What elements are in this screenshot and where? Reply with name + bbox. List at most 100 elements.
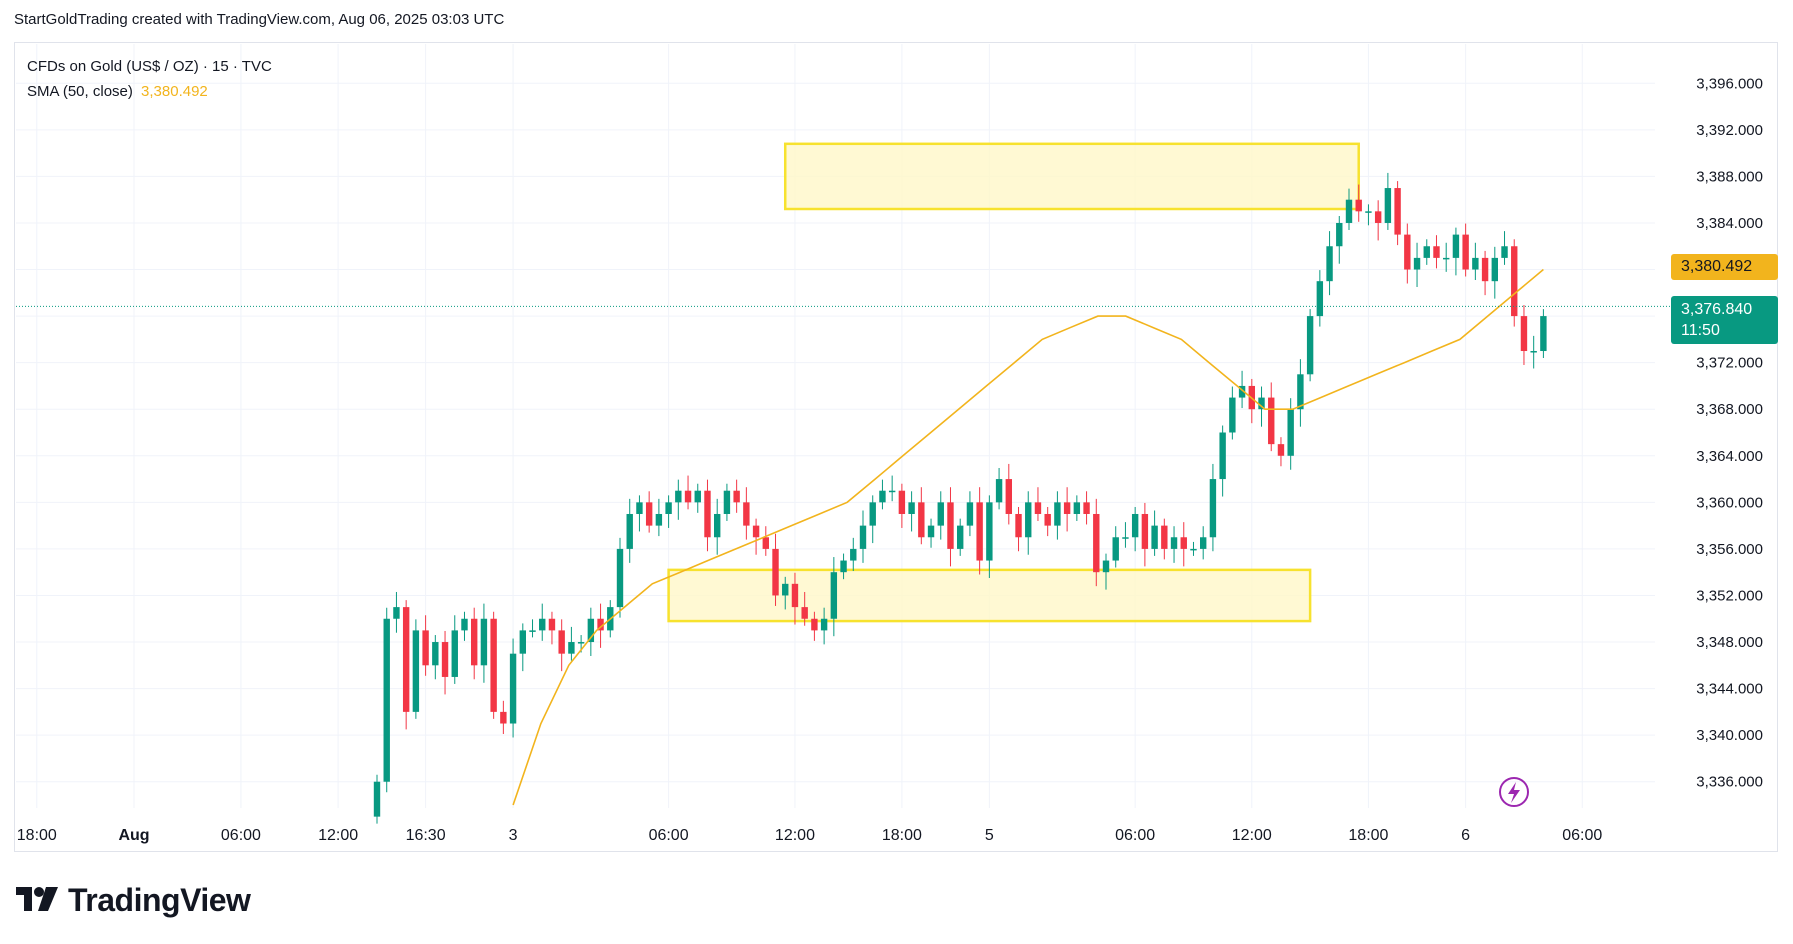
- candlestick-series: [373, 172, 1547, 824]
- candle-body: [1093, 513, 1100, 573]
- candle-body: [743, 502, 750, 526]
- candle-body: [1345, 199, 1353, 223]
- candle: [830, 557, 838, 637]
- candle: [480, 603, 488, 683]
- time-tick-label: 18:00: [1348, 827, 1388, 844]
- candle: [1131, 507, 1139, 552]
- candle-body: [1190, 548, 1197, 551]
- legend-sma-label: SMA (50, close): [27, 83, 133, 100]
- candle-body: [1443, 257, 1450, 260]
- candle-body: [908, 502, 915, 514]
- candle-body: [422, 630, 429, 666]
- legend-sma-row[interactable]: SMA (50, close) 3,380.492: [27, 79, 272, 104]
- chart-attribution: StartGoldTrading created with TradingVie…: [14, 11, 505, 28]
- candle-body: [762, 537, 769, 549]
- candle-body: [1005, 479, 1012, 514]
- candle: [1083, 491, 1090, 525]
- chart-legend: CFDs on Gold (US$ / OZ) · 15 · TVC SMA (…: [27, 54, 272, 104]
- candle: [1219, 425, 1226, 497]
- time-tick-label: 18:00: [882, 827, 922, 844]
- candle-body: [1287, 409, 1294, 456]
- price-tick-label: 3,364.000: [1696, 448, 1763, 465]
- candle: [947, 487, 954, 567]
- logo-text: TradingView: [68, 882, 251, 918]
- candle-body: [869, 502, 876, 526]
- candle: [1472, 242, 1479, 281]
- candle-body: [1433, 246, 1440, 258]
- candle-body: [587, 618, 595, 643]
- candle: [723, 483, 731, 521]
- candle: [1404, 223, 1411, 284]
- price-tick-label: 3,372.000: [1696, 355, 1763, 372]
- candle: [1180, 522, 1187, 567]
- chart-frame[interactable]: [14, 42, 1778, 852]
- candle: [918, 487, 925, 545]
- candle-body: [1122, 537, 1129, 539]
- candle: [966, 491, 974, 537]
- price-tick-label: 3,360.000: [1696, 494, 1763, 511]
- candle-body: [432, 642, 439, 666]
- candle-body: [539, 618, 546, 631]
- candle-body: [1336, 222, 1343, 247]
- candle-body: [859, 525, 867, 549]
- legend-sma-value: 3,380.492: [141, 83, 208, 100]
- candle: [1151, 510, 1158, 556]
- candle-body: [1404, 234, 1411, 270]
- candle-body: [1491, 257, 1498, 282]
- candle-body: [1200, 537, 1207, 549]
- candle-body: [1161, 525, 1168, 549]
- candle: [1287, 398, 1294, 470]
- candle: [1481, 250, 1489, 296]
- candle-body: [723, 490, 731, 514]
- candle-body: [402, 607, 410, 712]
- last-price-value: 3,376.840: [1681, 301, 1753, 318]
- candle-body: [1316, 281, 1324, 317]
- lightning-icon[interactable]: [1499, 777, 1529, 807]
- candle-body: [966, 502, 974, 526]
- candle: [1355, 184, 1362, 222]
- time-tick-label: 12:00: [775, 827, 815, 844]
- candle: [451, 615, 458, 684]
- candle: [1277, 437, 1285, 467]
- candle-body: [393, 607, 400, 619]
- candle-body: [801, 607, 808, 619]
- time-tick-label: 06:00: [649, 827, 689, 844]
- time-tick-label: 5: [985, 827, 994, 844]
- price-tick-label: 3,356.000: [1696, 541, 1763, 558]
- candle: [733, 479, 740, 513]
- candle-body: [509, 653, 517, 724]
- time-axis: 18:00 Aug 06:00 12:00 16:30 3 06:00 12:00 18:00 5…: [17, 827, 1603, 844]
- candle-body: [830, 572, 838, 619]
- candle: [743, 487, 750, 540]
- candle: [772, 533, 779, 606]
- candle: [1374, 200, 1382, 241]
- price-tick-label: 3,388.000: [1696, 168, 1763, 185]
- candle: [995, 468, 1003, 510]
- candle: [820, 607, 828, 645]
- candle: [665, 495, 672, 528]
- candle-body: [918, 502, 925, 538]
- candle-body: [675, 490, 682, 503]
- price-tick-label: 3,352.000: [1696, 587, 1763, 604]
- time-tick-label: 06:00: [1562, 827, 1602, 844]
- candle-body: [1112, 537, 1119, 561]
- candle: [859, 510, 867, 563]
- candle-body: [704, 490, 711, 538]
- price-tick-label: 3,340.000: [1696, 727, 1763, 744]
- candle: [986, 495, 993, 579]
- tradingview-logo[interactable]: TradingView: [16, 882, 251, 919]
- time-tick-label: Aug: [118, 827, 149, 844]
- candle: [1306, 309, 1314, 382]
- candle: [373, 774, 381, 824]
- legend-symbol[interactable]: CFDs on Gold (US$ / OZ) · 15 · TVC: [27, 58, 272, 75]
- candle-body: [888, 490, 896, 493]
- candle: [1141, 502, 1149, 567]
- candle: [568, 626, 575, 661]
- candle-body: [1034, 502, 1042, 514]
- candle: [1025, 491, 1032, 555]
- candle-body: [1025, 502, 1032, 538]
- last-price-tag: 3,376.840 11:50: [1671, 296, 1778, 344]
- candle: [684, 475, 692, 510]
- candle-body: [451, 630, 458, 677]
